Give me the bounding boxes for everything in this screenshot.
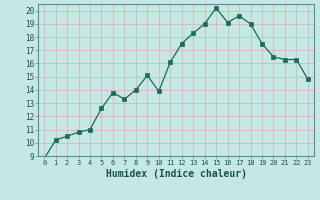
X-axis label: Humidex (Indice chaleur): Humidex (Indice chaleur) — [106, 169, 246, 179]
